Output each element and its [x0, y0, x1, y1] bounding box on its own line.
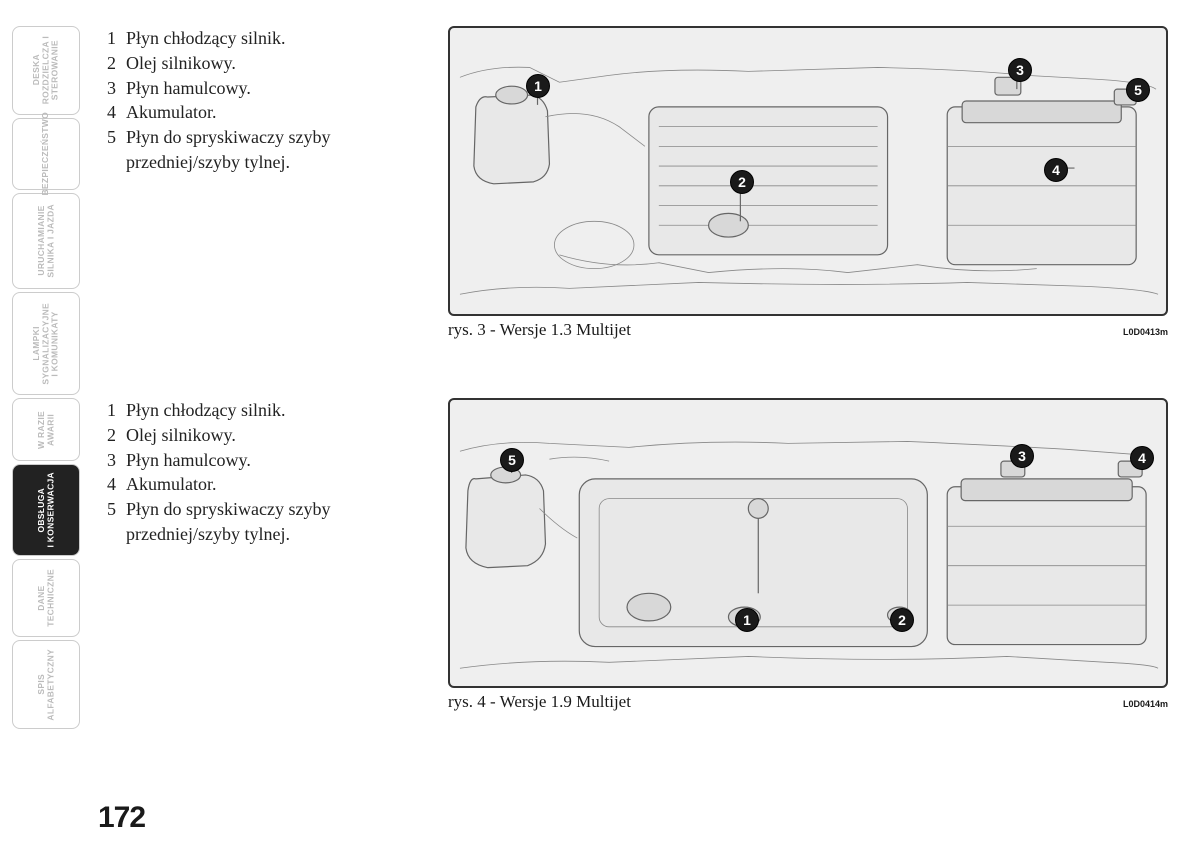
figure-section-1: 1Płyn chłodzący silnik.2Olej silnikowy.3…: [98, 26, 1172, 340]
callout-pin-1: 1: [735, 608, 759, 632]
callout-pin-2: 2: [890, 608, 914, 632]
page-number: 172: [98, 801, 145, 835]
legend-item: 1 Płyn chłodzący silnik.: [98, 26, 428, 51]
sidebar-tab-label: SPIS ALFABETYCZNY: [37, 649, 56, 721]
legend-number: 1: [98, 26, 116, 51]
caption-row-2: rys. 4 - Wersje 1.9 Multijet L0D0414m: [448, 692, 1168, 712]
legend-text-cont: przedniej/szyby tylnej.: [98, 150, 428, 175]
callout-pin-5: 5: [500, 448, 524, 472]
legend-number: 4: [98, 100, 116, 125]
legend-number: 2: [98, 423, 116, 448]
figure-caption-2: rys. 4 - Wersje 1.9 Multijet: [448, 692, 631, 712]
engine-diagram-2: 5 1 2 3 4: [448, 398, 1168, 688]
legend-number: 1: [98, 398, 116, 423]
legend-text: Akumulator.: [126, 100, 428, 125]
sidebar-tab-label: DESKA ROZDZIELCZA I STEROWANIE: [32, 36, 60, 104]
callout-pin-3: 3: [1008, 58, 1032, 82]
legend-item: 2 Olej silnikowy.: [98, 51, 428, 76]
page-content: 1Płyn chłodzący silnik.2Olej silnikowy.3…: [98, 26, 1172, 825]
sidebar-tab-7[interactable]: SPIS ALFABETYCZNY: [12, 640, 80, 729]
legend-text: Olej silnikowy.: [126, 423, 428, 448]
legend-text: Płyn chłodzący silnik.: [126, 398, 428, 423]
sidebar-tab-2[interactable]: URUCHAMIANIE SILNIKA I JAZDA: [12, 193, 80, 289]
legend-text: Płyn do spryskiwaczy szyby: [126, 125, 428, 150]
legend-1: 1Płyn chłodzący silnik.2Olej silnikowy.3…: [98, 26, 428, 340]
figure-caption-1: rys. 3 - Wersje 1.3 Multijet: [448, 320, 631, 340]
callout-pin-3: 3: [1010, 444, 1034, 468]
legend-item: 5 Płyn do spryskiwaczy szyby: [98, 497, 428, 522]
legend-item: 4 Akumulator.: [98, 100, 428, 125]
legend-item: 3 Płyn hamulcowy.: [98, 448, 428, 473]
callout-pin-4: 4: [1130, 446, 1154, 470]
figure-code-1: L0D0413m: [1123, 327, 1168, 337]
legend-number: 4: [98, 472, 116, 497]
caption-row-1: rys. 3 - Wersje 1.3 Multijet L0D0413m: [448, 320, 1168, 340]
sidebar-tab-4[interactable]: W RAZIE AWARII: [12, 398, 80, 461]
legend-number: 2: [98, 51, 116, 76]
figure-2: 5 1 2 3 4 rys. 4 - Wersje 1.9 Multijet L0D04…: [448, 398, 1172, 712]
legend-text: Płyn hamulcowy.: [126, 76, 428, 101]
legend-item: 1 Płyn chłodzący silnik.: [98, 398, 428, 423]
sidebar-tab-3[interactable]: LAMPKI SYGNALIZACYJNE I KOMUNIKATY: [12, 292, 80, 395]
legend-text: Płyn chłodzący silnik.: [126, 26, 428, 51]
legend-number: 3: [98, 76, 116, 101]
legend-text: Płyn do spryskiwaczy szyby: [126, 497, 428, 522]
callout-pin-5: 5: [1126, 78, 1150, 102]
figure-section-2: 1Płyn chłodzący silnik.2Olej silnikowy.3…: [98, 398, 1172, 712]
legend-number: 5: [98, 497, 116, 522]
legend-text: Olej silnikowy.: [126, 51, 428, 76]
callout-pin-1: 1: [526, 74, 550, 98]
sidebar-tabs: DESKA ROZDZIELCZA I STEROWANIE BEZPIECZEŃ…: [12, 26, 80, 729]
legend-item: 5 Płyn do spryskiwaczy szyby: [98, 125, 428, 150]
callout-pin-4: 4: [1044, 158, 1068, 182]
legend-item: 2 Olej silnikowy.: [98, 423, 428, 448]
sidebar-tab-1[interactable]: BEZPIECZEŃSTWO: [12, 118, 80, 190]
callout-pin-2: 2: [730, 170, 754, 194]
sidebar-tab-label: W RAZIE AWARII: [37, 411, 56, 449]
sidebar-tab-label: LAMPKI SYGNALIZACYJNE I KOMUNIKATY: [32, 303, 60, 385]
sidebar-tab-label: URUCHAMIANIE SILNIKA I JAZDA: [37, 204, 56, 278]
sidebar-tab-0[interactable]: DESKA ROZDZIELCZA I STEROWANIE: [12, 26, 80, 115]
legend-item: 3 Płyn hamulcowy.: [98, 76, 428, 101]
sidebar-tab-6[interactable]: DANE TECHNICZNE: [12, 559, 80, 637]
legend-2: 1Płyn chłodzący silnik.2Olej silnikowy.3…: [98, 398, 428, 712]
figure-code-2: L0D0414m: [1123, 699, 1168, 709]
legend-text: Akumulator.: [126, 472, 428, 497]
sidebar-tab-label: OBSŁUGA I KONSERWACJA: [37, 472, 56, 548]
sidebar-tab-label: DANE TECHNICZNE: [37, 569, 56, 627]
legend-item: 4 Akumulator.: [98, 472, 428, 497]
engine-diagram-1: 1 2 3 4 5: [448, 26, 1168, 316]
legend-number: 5: [98, 125, 116, 150]
figure-1: 1 2 3 4 5 rys. 3 - Wersje 1.3 Multijet L0D04…: [448, 26, 1172, 340]
legend-text: Płyn hamulcowy.: [126, 448, 428, 473]
sidebar-tab-5[interactable]: OBSŁUGA I KONSERWACJA: [12, 464, 80, 556]
legend-number: 3: [98, 448, 116, 473]
legend-text-cont: przedniej/szyby tylnej.: [98, 522, 428, 547]
engine-svg-2: [450, 400, 1166, 686]
sidebar-tab-label: BEZPIECZEŃSTWO: [41, 112, 50, 196]
